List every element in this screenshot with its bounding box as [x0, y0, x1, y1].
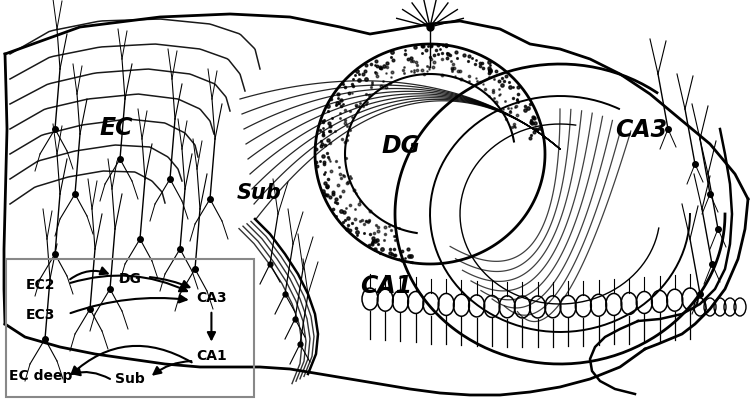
Text: DG: DG	[118, 271, 141, 286]
Text: EC3: EC3	[26, 307, 56, 321]
Text: CA1: CA1	[196, 349, 226, 362]
Text: CA1: CA1	[360, 273, 413, 298]
Text: Sub: Sub	[115, 371, 145, 385]
Text: EC deep: EC deep	[9, 368, 72, 382]
Text: Sub: Sub	[236, 182, 281, 202]
Text: CA3: CA3	[196, 291, 226, 305]
Text: CA3: CA3	[615, 117, 668, 142]
Text: EC: EC	[100, 115, 133, 140]
Text: EC2: EC2	[26, 277, 56, 291]
Text: DG: DG	[382, 134, 421, 158]
